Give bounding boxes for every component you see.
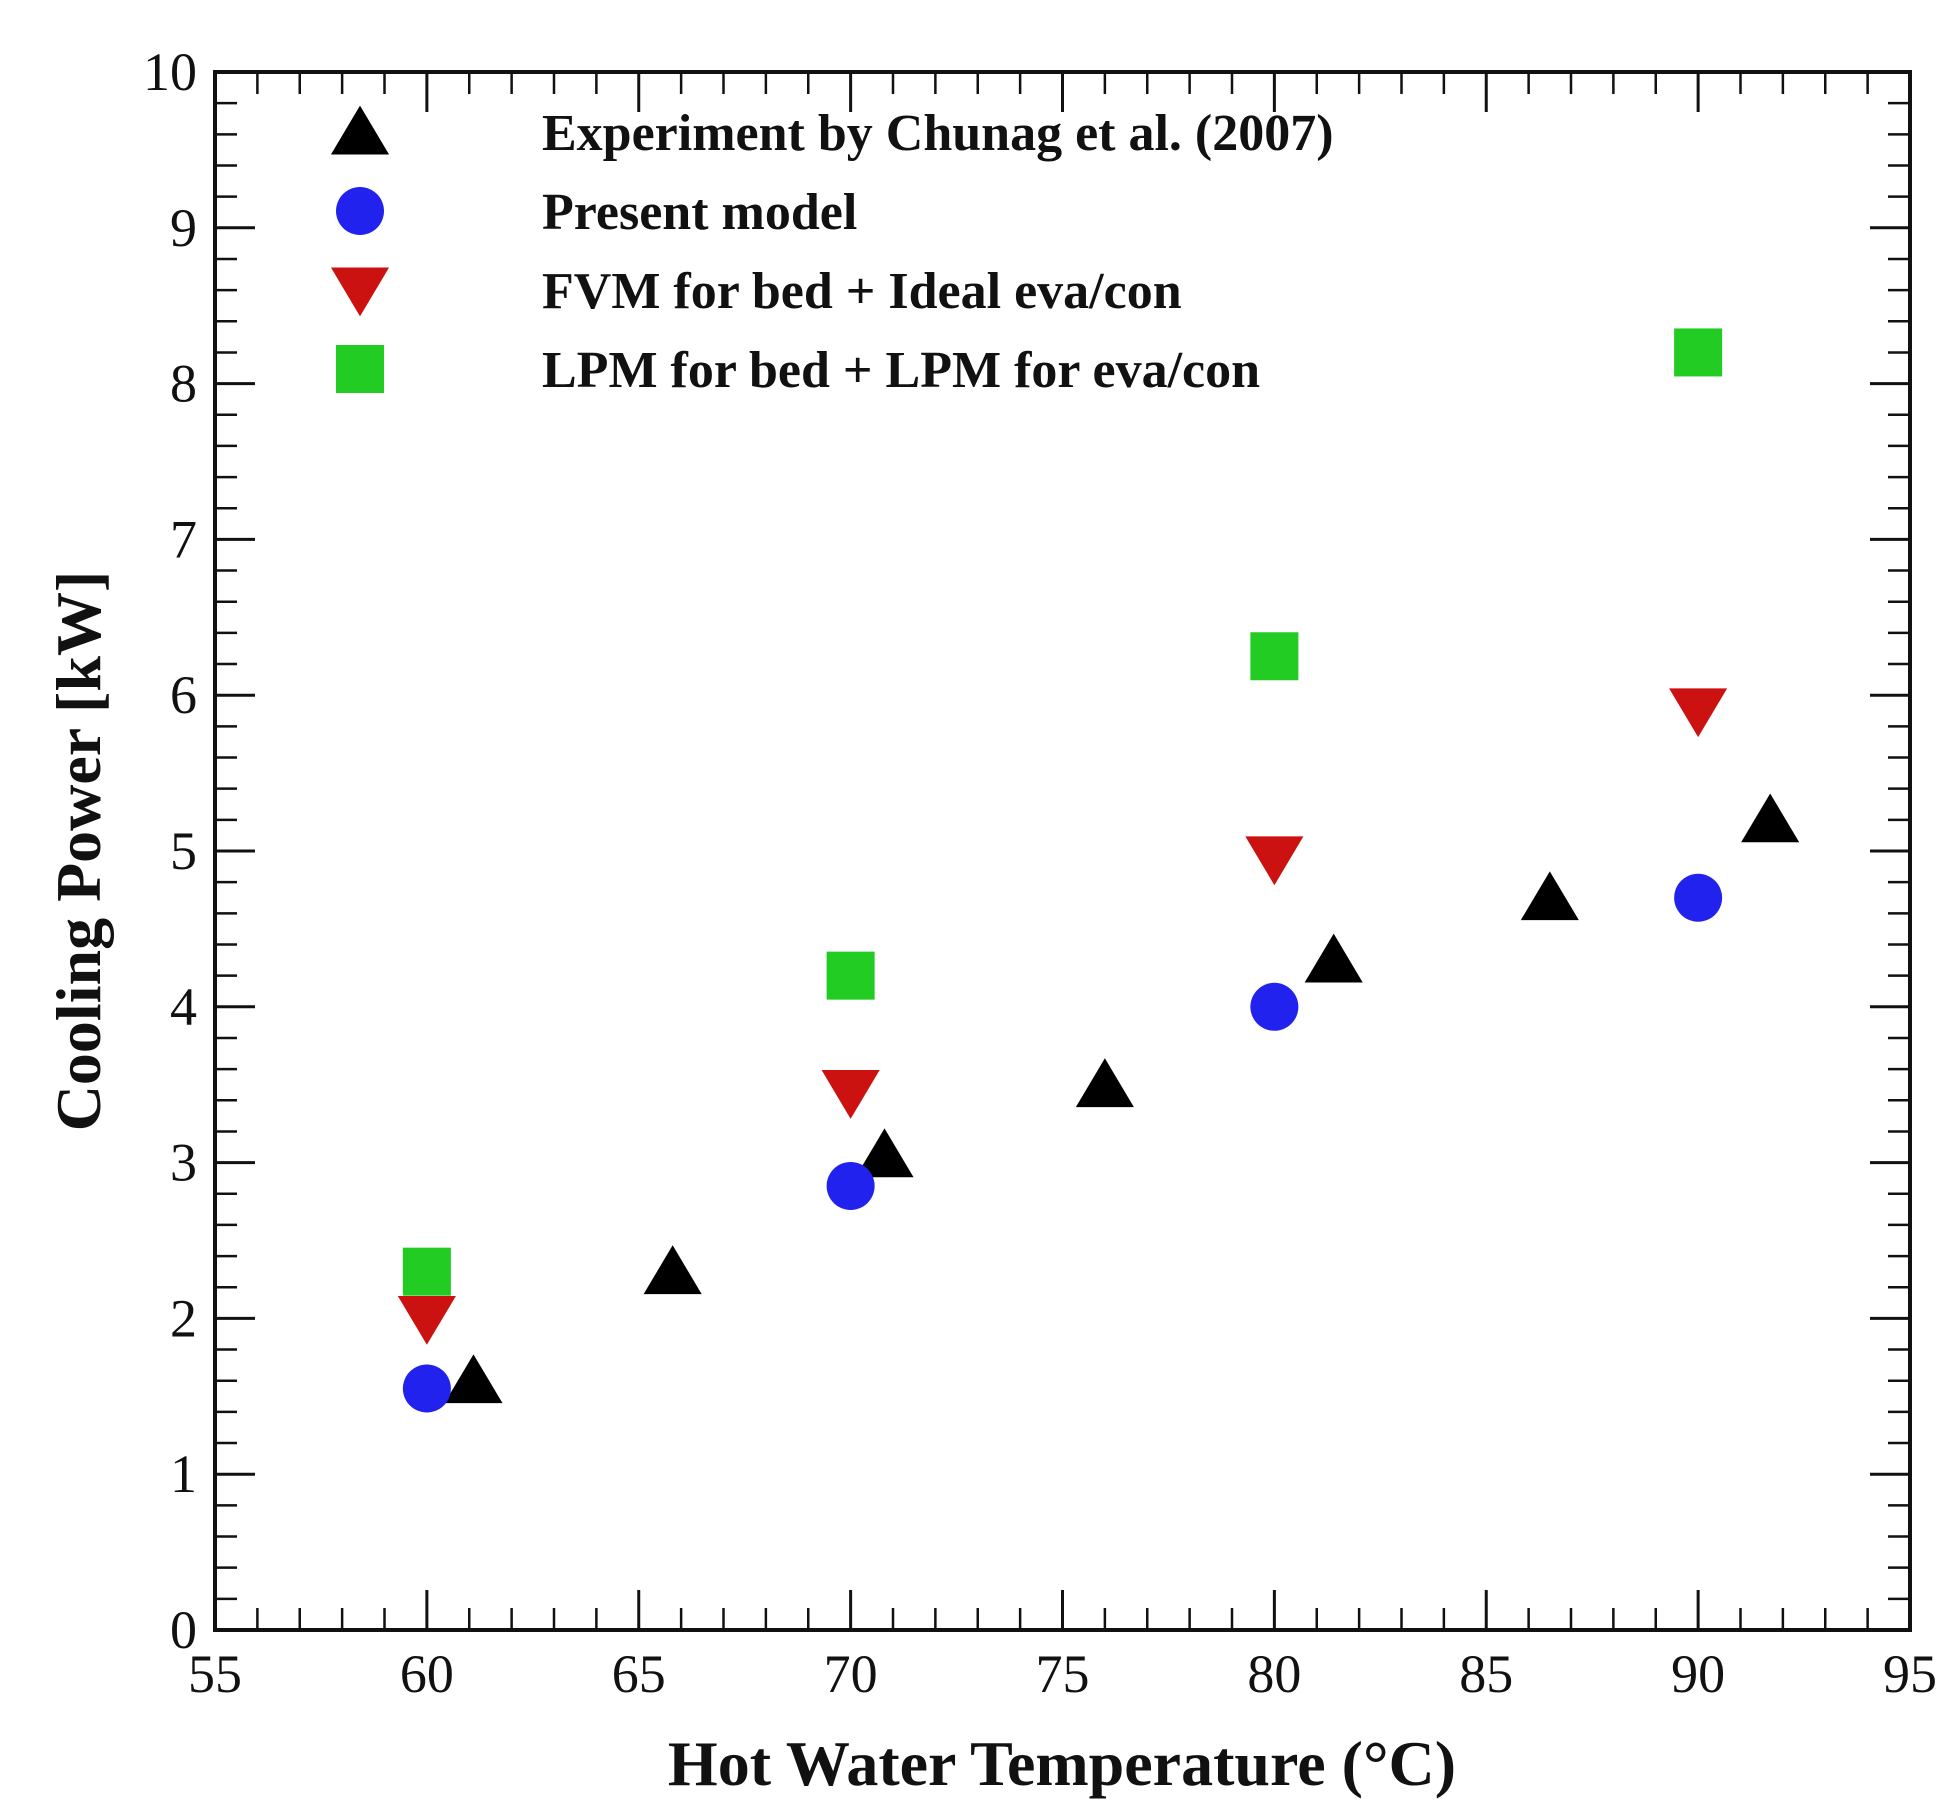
x-tick-label: 70 bbox=[824, 1644, 878, 1704]
y-tick-label: 8 bbox=[170, 354, 197, 414]
y-tick-label: 5 bbox=[170, 821, 197, 881]
series-2 bbox=[397, 688, 1728, 1345]
legend-item: Experiment by Chunag et al. (2007) bbox=[330, 105, 1334, 162]
y-tick-label: 6 bbox=[170, 665, 197, 725]
x-tick-label: 60 bbox=[400, 1644, 454, 1704]
x-tick-label: 85 bbox=[1459, 1644, 1513, 1704]
data-point-triangle-up bbox=[855, 1128, 914, 1178]
x-tick-label: 75 bbox=[1036, 1644, 1090, 1704]
x-axis-title: Hot Water Temperature (°C) bbox=[668, 1728, 1456, 1799]
legend-marker-square bbox=[336, 345, 384, 393]
data-point-triangle-up bbox=[1520, 871, 1579, 921]
data-markers bbox=[397, 328, 1800, 1413]
data-point-circle bbox=[402, 1364, 451, 1413]
data-point-square bbox=[402, 1247, 451, 1296]
x-tick-label: 95 bbox=[1883, 1644, 1937, 1704]
x-tick-label: 55 bbox=[188, 1644, 242, 1704]
y-tick-label: 7 bbox=[170, 509, 197, 569]
legend-label: LPM for bed + LPM for eva/con bbox=[542, 342, 1260, 399]
series-1 bbox=[402, 873, 1723, 1413]
data-point-circle bbox=[1250, 982, 1299, 1031]
x-tick-label: 80 bbox=[1247, 1644, 1301, 1704]
y-tick-label: 2 bbox=[170, 1288, 197, 1348]
plot-frame bbox=[213, 70, 1912, 1632]
data-point-triangle-down bbox=[397, 1295, 456, 1345]
legend-item: Present model bbox=[336, 184, 857, 241]
y-tick-label: 0 bbox=[170, 1600, 197, 1660]
data-point-square bbox=[1674, 328, 1723, 377]
data-point-circle bbox=[1674, 873, 1723, 922]
legend-item: LPM for bed + LPM for eva/con bbox=[336, 342, 1260, 399]
tick-labels: 55 60 65 70 75 80 85 90 95 0 1 2 3 4 5 6 7 8 9 10 bbox=[143, 42, 1937, 1704]
series-3 bbox=[402, 328, 1723, 1296]
data-point-triangle-up bbox=[1741, 793, 1800, 843]
legend-label: FVM for bed + Ideal eva/con bbox=[542, 263, 1182, 320]
y-tick-label: 3 bbox=[170, 1133, 197, 1193]
legend-label: Experiment by Chunag et al. (2007) bbox=[542, 105, 1334, 162]
y-axis-title: Cooling Power [kW] bbox=[43, 571, 114, 1132]
y-tick-label: 1 bbox=[170, 1444, 197, 1504]
data-point-square bbox=[1250, 632, 1299, 681]
data-point-triangle-up bbox=[444, 1354, 503, 1404]
data-point-triangle-down bbox=[1245, 836, 1304, 886]
x-tick-label: 90 bbox=[1671, 1644, 1725, 1704]
legend-marker-circle bbox=[336, 187, 384, 235]
x-tick-label: 65 bbox=[612, 1644, 666, 1704]
y-tick-label: 10 bbox=[143, 42, 197, 102]
legend-item: FVM for bed + Ideal eva/con bbox=[330, 263, 1182, 320]
data-point-triangle-up bbox=[1304, 933, 1363, 983]
data-point-triangle-down bbox=[1669, 688, 1728, 738]
data-point-triangle-up bbox=[1075, 1058, 1134, 1108]
y-tick-label: 9 bbox=[170, 198, 197, 258]
data-point-triangle-up bbox=[643, 1245, 702, 1295]
legend-marker-triangle-up bbox=[330, 105, 390, 155]
y-tick-label: 4 bbox=[170, 977, 197, 1037]
legend-label: Present model bbox=[542, 184, 857, 241]
series-0 bbox=[444, 793, 1800, 1404]
data-point-circle bbox=[826, 1161, 875, 1210]
legend-marker-triangle-down bbox=[330, 267, 390, 317]
data-point-square bbox=[826, 951, 875, 1000]
data-point-triangle-down bbox=[821, 1070, 880, 1119]
minor-ticks bbox=[215, 72, 1910, 1630]
legend: Experiment by Chunag et al. (2007) Presen… bbox=[330, 105, 1334, 399]
